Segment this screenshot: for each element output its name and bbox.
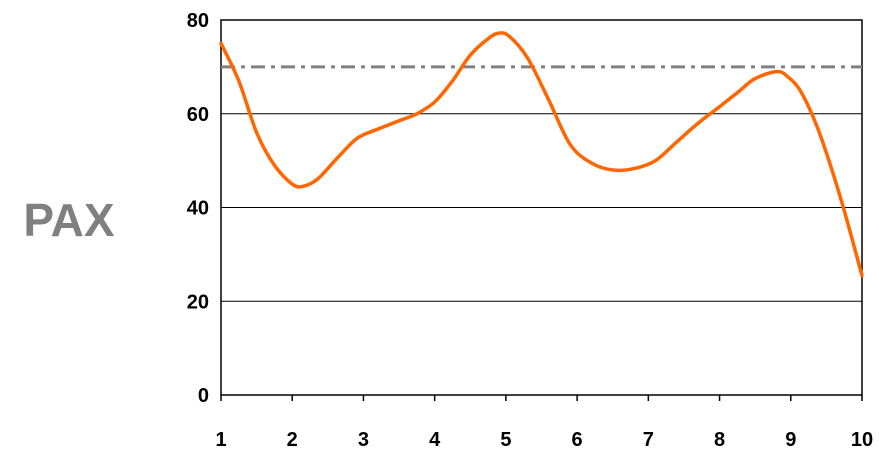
y-tick-labels: 0 20 40 60 80: [187, 10, 209, 407]
x-tick-label: 8: [714, 429, 725, 451]
y-tick-label: 40: [187, 198, 209, 220]
x-tick-label: 10: [851, 429, 873, 451]
x-tick-label: 1: [215, 429, 226, 451]
grid-lines: [220, 19, 863, 401]
y-tick-label: 80: [187, 10, 209, 32]
x-tick-label: 5: [500, 429, 511, 451]
series-line: [219, 31, 864, 278]
y-tick-label: 20: [187, 291, 209, 313]
x-tick-labels: 1 2 3 4 5 6 7 8 9 10: [215, 429, 873, 451]
x-tick-label: 7: [643, 429, 654, 451]
x-tick-label: 6: [572, 429, 583, 451]
y-tick-label: 60: [187, 104, 209, 126]
y-tick-label: 0: [198, 385, 209, 407]
x-tick-label: 4: [429, 429, 441, 451]
y-axis-label: PAX: [23, 194, 115, 246]
x-tick-label: 9: [785, 429, 796, 451]
x-tick-label: 3: [358, 429, 369, 451]
plot-area-frame: [220, 19, 863, 396]
x-tick-label: 2: [287, 429, 298, 451]
